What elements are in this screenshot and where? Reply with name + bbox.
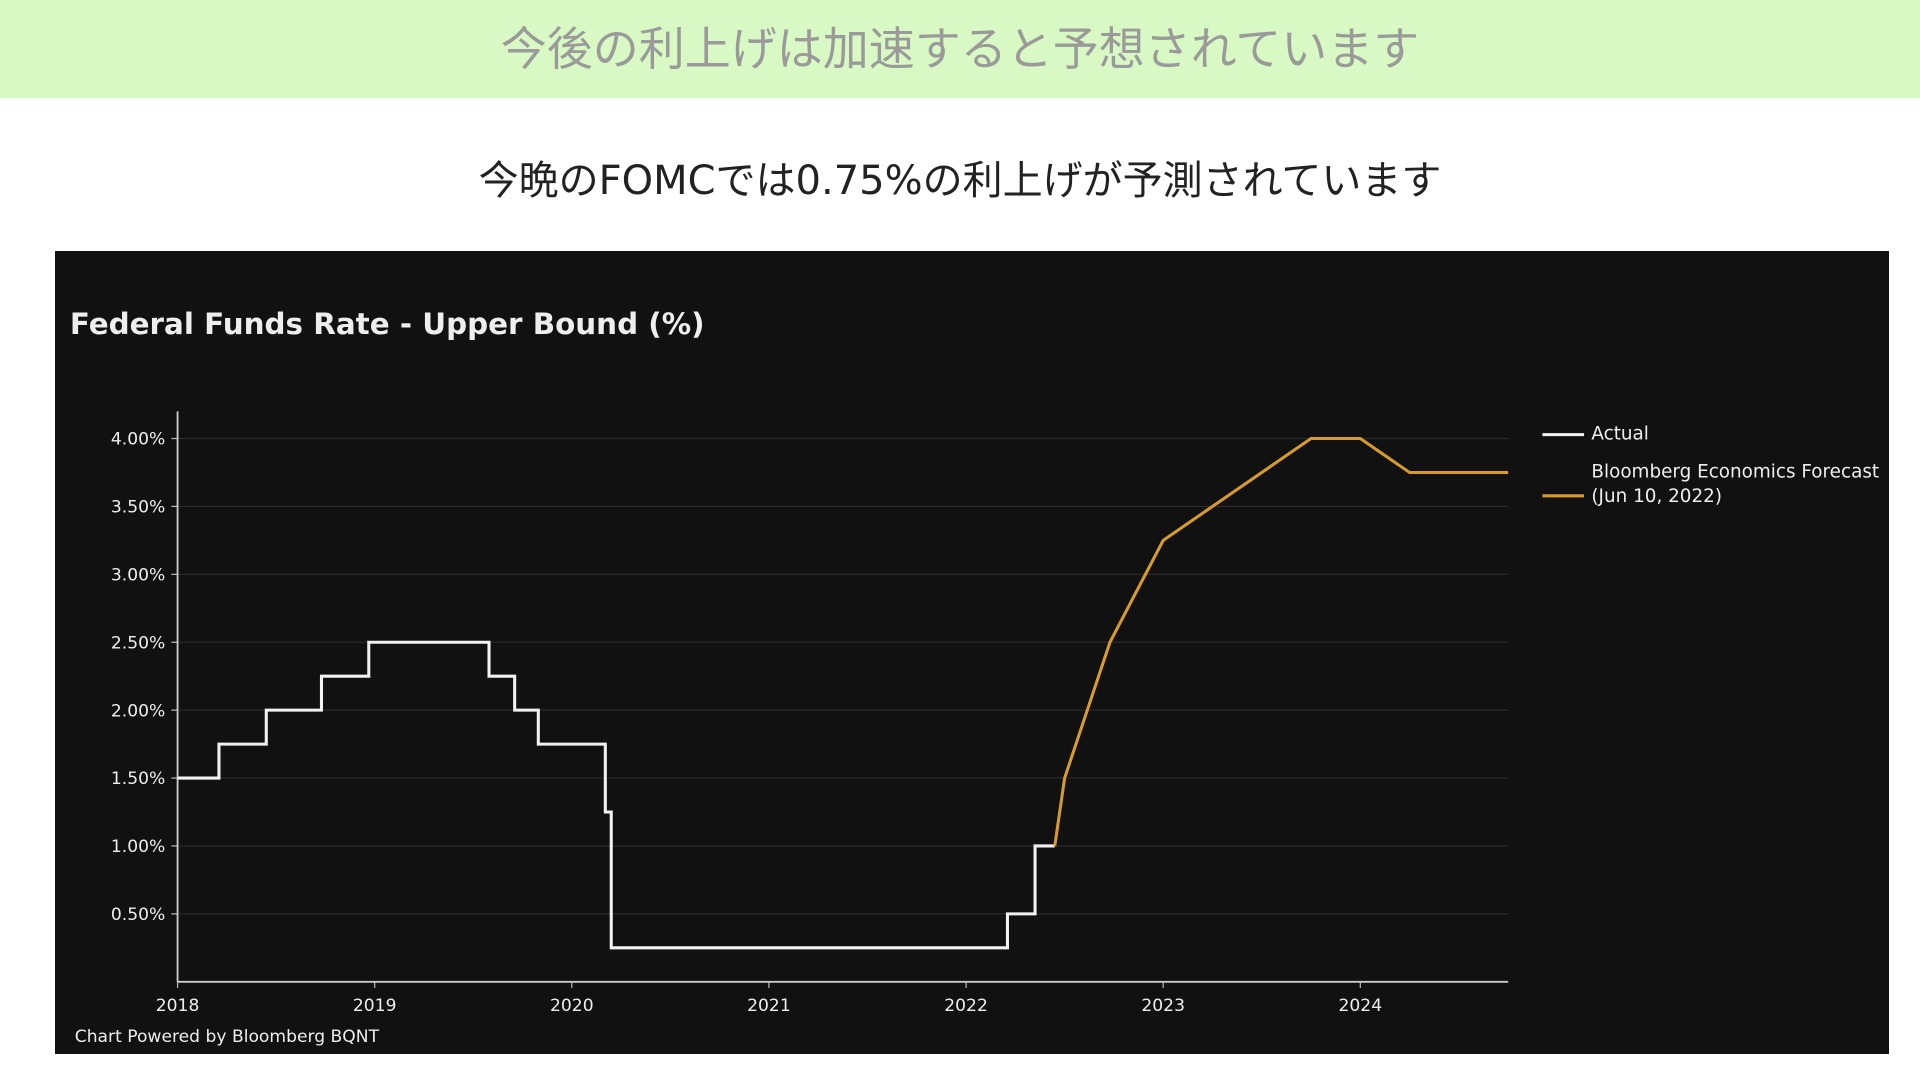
y-tick-label: 0.50%	[111, 905, 165, 925]
chart-panel: Federal Funds Rate - Upper Bound (%) Cha…	[55, 251, 1889, 1054]
legend-label: Actual	[1591, 422, 1649, 445]
x-tick-label: 2023	[1141, 996, 1185, 1016]
y-tick-label: 1.00%	[111, 837, 165, 857]
y-tick-label: 2.50%	[111, 633, 165, 653]
chart: Federal Funds Rate - Upper Bound (%) Cha…	[70, 307, 1880, 1047]
y-tick-label: 3.50%	[111, 498, 165, 518]
legend-entry: Actual	[1591, 422, 1649, 445]
footnote: Chart Powered by Bloomberg BQNT	[75, 1027, 380, 1047]
x-tick-label: 2018	[156, 996, 200, 1016]
legend-entry: Bloomberg Economics Forecast (Jun 10, 20…	[1591, 460, 1880, 507]
y-tick-label: 4.00%	[111, 430, 165, 450]
legend-label: Bloomberg Economics Forecast (Jun 10, 20…	[1591, 460, 1880, 507]
series-line	[177, 640, 1055, 950]
x-tick-label: 2021	[747, 996, 791, 1016]
y-tick-label: 3.00%	[111, 565, 165, 585]
chart-title: Federal Funds Rate - Upper Bound (%)	[70, 307, 705, 341]
x-tick-label: 2024	[1339, 996, 1383, 1016]
y-tick-label: 1.50%	[111, 769, 165, 789]
y-tick-label: 2.00%	[111, 701, 165, 721]
x-tick-label: 2022	[944, 996, 988, 1016]
series-line	[1053, 436, 1509, 847]
x-tick-label: 2020	[550, 996, 594, 1016]
subtitle: 今晩のFOMCでは0.75%の利上げが予測されています	[478, 158, 1442, 204]
banner: 今後の利上げは加速すると予想されています	[0, 0, 1920, 98]
x-tick-label: 2019	[353, 996, 397, 1016]
